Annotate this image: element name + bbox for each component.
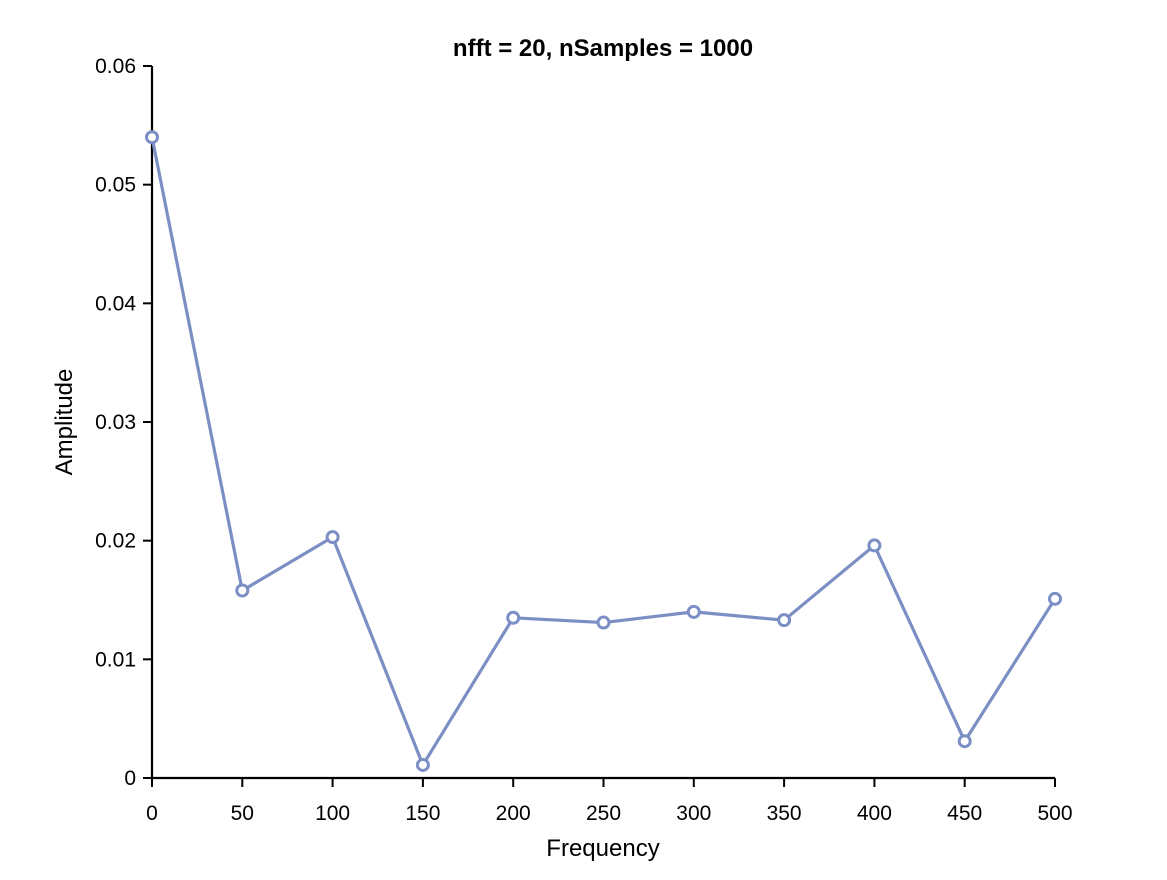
x-tick-label: 300 xyxy=(676,802,711,825)
chart-title: nfft = 20, nSamples = 1000 xyxy=(453,35,753,62)
y-axis: 0 0.01 0.02 0.03 0.04 0.05 0.06 xyxy=(95,55,154,790)
x-axis: 0 50 100 150 200 250 300 350 400 450 500 xyxy=(146,776,1073,825)
y-tick-label: 0 xyxy=(124,767,136,790)
x-tick-label: 400 xyxy=(857,802,892,825)
y-tick-label: 0.04 xyxy=(95,292,136,315)
x-tick-label: 250 xyxy=(586,802,621,825)
series-line xyxy=(150,136,1057,767)
x-tick-label: 150 xyxy=(405,802,440,825)
data-point xyxy=(415,757,430,772)
x-tick-label: 500 xyxy=(1037,802,1072,825)
y-tick-label: 0.02 xyxy=(95,530,136,553)
x-tick-label: 450 xyxy=(947,802,982,825)
x-tick-label: 0 xyxy=(146,802,158,825)
x-axis-label: Frequency xyxy=(546,835,659,862)
data-point xyxy=(235,583,250,598)
y-tick-label: 0.01 xyxy=(95,648,136,671)
data-point xyxy=(506,610,521,625)
data-point xyxy=(867,538,882,553)
data-point xyxy=(596,615,611,630)
series-layer xyxy=(145,130,1062,772)
x-tick-label: 200 xyxy=(496,802,531,825)
data-point xyxy=(145,130,159,145)
data-point xyxy=(1048,591,1062,606)
x-tick-label: 350 xyxy=(767,802,802,825)
data-point xyxy=(957,734,972,749)
data-point xyxy=(777,613,792,628)
x-tick-label: 50 xyxy=(231,802,254,825)
data-point xyxy=(325,530,340,545)
data-point xyxy=(686,604,701,619)
y-tick-label: 0.03 xyxy=(95,411,136,434)
y-tick-label: 0.06 xyxy=(95,55,136,78)
y-axis-label: Amplitude xyxy=(51,369,78,476)
y-tick-label: 0.05 xyxy=(95,174,136,197)
x-tick-label: 100 xyxy=(315,802,350,825)
